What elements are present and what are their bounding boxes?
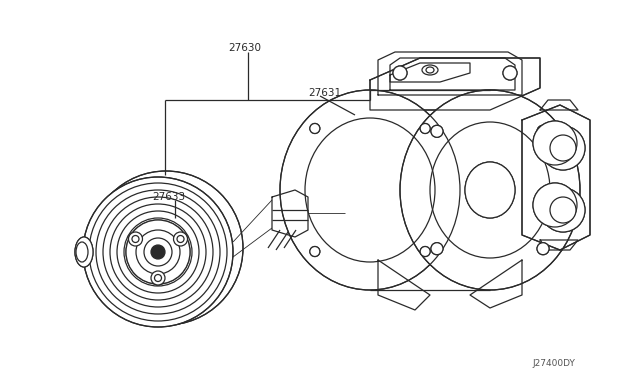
Ellipse shape bbox=[83, 177, 233, 327]
Circle shape bbox=[310, 124, 320, 134]
Text: 27630: 27630 bbox=[228, 43, 261, 53]
Ellipse shape bbox=[465, 162, 515, 218]
Ellipse shape bbox=[280, 90, 460, 290]
Circle shape bbox=[393, 66, 407, 80]
Ellipse shape bbox=[75, 237, 93, 267]
Ellipse shape bbox=[400, 90, 580, 290]
Circle shape bbox=[151, 271, 165, 285]
Circle shape bbox=[537, 243, 549, 255]
Circle shape bbox=[310, 247, 320, 257]
Circle shape bbox=[420, 124, 430, 134]
Ellipse shape bbox=[541, 126, 585, 170]
Circle shape bbox=[431, 243, 443, 255]
Circle shape bbox=[129, 232, 143, 246]
Ellipse shape bbox=[550, 197, 576, 223]
Ellipse shape bbox=[126, 220, 190, 284]
Circle shape bbox=[420, 247, 430, 257]
Text: 27631: 27631 bbox=[308, 88, 341, 98]
Ellipse shape bbox=[533, 121, 577, 165]
Circle shape bbox=[431, 125, 443, 137]
Ellipse shape bbox=[550, 135, 576, 161]
Ellipse shape bbox=[89, 171, 243, 325]
Circle shape bbox=[173, 232, 188, 246]
Ellipse shape bbox=[541, 188, 585, 232]
Circle shape bbox=[537, 125, 549, 137]
Text: J27400DY: J27400DY bbox=[532, 359, 575, 368]
Circle shape bbox=[503, 66, 517, 80]
Ellipse shape bbox=[533, 183, 577, 227]
Ellipse shape bbox=[151, 245, 165, 259]
Text: 27633: 27633 bbox=[152, 192, 185, 202]
